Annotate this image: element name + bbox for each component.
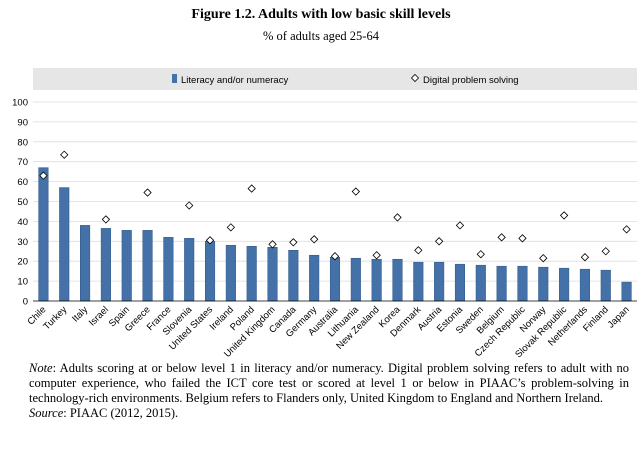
legend-bar-label: Literacy and/or numeracy (181, 75, 288, 86)
diamond-netherlands (580, 253, 590, 262)
bar-belgium (496, 265, 507, 302)
bar-austria (434, 261, 445, 302)
chart-subtitle: % of adults aged 25-64 (263, 29, 380, 43)
diamond-slovak-republic (559, 211, 569, 220)
bar-slovak-republic (559, 267, 570, 302)
bar-italy (80, 225, 91, 302)
y-axis-ticks: 0 10 20 30 40 50 60 70 80 90 100 (12, 98, 28, 308)
diamond-israel (101, 215, 111, 224)
y-tick-label: 100 (12, 98, 28, 109)
legend-background (33, 68, 637, 90)
bar-japan (621, 281, 632, 302)
diamond-korea (393, 213, 402, 222)
y-tick-label: 20 (17, 257, 28, 268)
bar-netherlands (579, 268, 590, 302)
diamond-series (39, 150, 631, 263)
bar-denmark (413, 261, 424, 302)
bar-sweden (475, 264, 486, 302)
diamond-united-kingdom (268, 240, 277, 249)
y-tick-label: 50 (17, 197, 28, 208)
y-tick-label: 90 (17, 117, 28, 128)
bar-norway (538, 266, 549, 302)
bar-slovenia (184, 238, 195, 302)
bar-lithuania (350, 257, 361, 302)
y-tick-label: 60 (17, 177, 28, 188)
legend-bar-swatch (172, 74, 177, 83)
diamond-czech-republic (518, 234, 527, 243)
diamond-finland (601, 247, 610, 256)
x-tick-label: Israel (87, 304, 111, 328)
diamond-chile (39, 171, 48, 180)
legend: Literacy and/or numeracy Digital problem… (33, 68, 637, 90)
diamond-poland (247, 184, 256, 193)
bar-united-states (204, 241, 216, 302)
legend-diamond-swatch (410, 73, 420, 83)
y-tick-label: 0 (23, 297, 28, 308)
y-tick-label: 80 (17, 137, 28, 148)
note-text: : Adults scoring at or below level 1 in … (29, 361, 629, 405)
diamond-germany (310, 235, 319, 244)
diamond-ireland (226, 223, 236, 232)
diamond-slovenia (185, 201, 194, 210)
source-label: Source (29, 406, 64, 420)
bar-korea (392, 258, 403, 302)
diamond-united-states (205, 236, 215, 245)
bar-estonia (454, 263, 466, 302)
diamond-lithuania (351, 187, 360, 196)
bar-series (38, 167, 632, 302)
legend-diamond-label: Digital problem solving (423, 75, 519, 86)
bar-spain (121, 230, 132, 302)
diamond-greece (143, 188, 152, 197)
bar-israel (100, 228, 111, 302)
bar-poland (246, 246, 257, 302)
bar-france (163, 237, 174, 302)
diamond-austria (434, 237, 444, 246)
y-tick-label: 10 (17, 277, 28, 288)
bar-united-kingdom (267, 247, 278, 302)
source-text: : PIAAC (2012, 2015). (63, 406, 179, 420)
diamond-sweden (476, 250, 485, 259)
bar-germany (309, 254, 320, 302)
diamond-japan (622, 225, 631, 234)
bar-new-zealand (371, 258, 382, 302)
bar-czech-republic (517, 265, 528, 302)
diamond-new-zealand (372, 251, 381, 260)
y-tick-label: 30 (17, 237, 28, 248)
diamond-norway (539, 254, 548, 263)
note-block: Note: Adults scoring at or below level 1… (29, 361, 629, 421)
diamond-turkey (60, 150, 69, 159)
bar-finland (600, 269, 611, 302)
diamond-estonia (455, 221, 465, 230)
y-tick-label: 70 (17, 157, 28, 168)
chart-title: Figure 1.2. Adults with low basic skill … (191, 7, 451, 22)
diamond-australia (330, 252, 340, 261)
bar-australia (329, 256, 341, 302)
note-paragraph: Note: Adults scoring at or below level 1… (29, 361, 629, 406)
bar-ireland (225, 245, 236, 302)
diamond-belgium (497, 233, 506, 242)
y-tick-label: 40 (17, 217, 28, 228)
diamond-canada (289, 238, 298, 247)
x-tick-label: Japan (606, 304, 632, 330)
x-tick-label: Turkey (41, 304, 69, 332)
note-label: Note (29, 361, 53, 375)
bar-greece (142, 230, 153, 302)
source-paragraph: Source: PIAAC (2012, 2015). (29, 406, 629, 421)
bar-canada (288, 250, 299, 302)
diamond-denmark (414, 246, 423, 255)
bar-chile (38, 167, 49, 302)
bar-turkey (59, 187, 70, 302)
